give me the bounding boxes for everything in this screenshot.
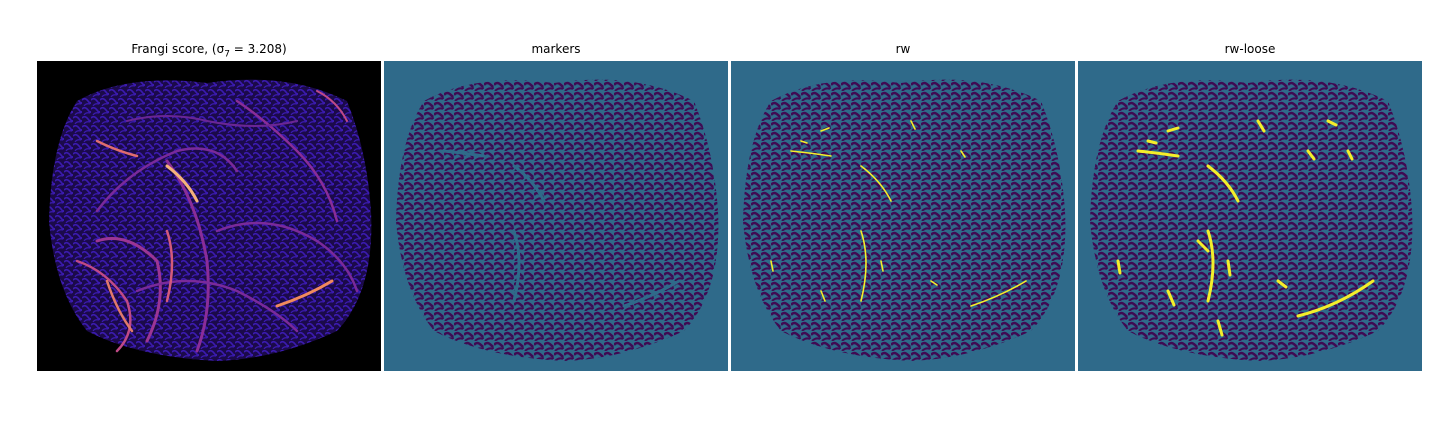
frangi-score-image bbox=[37, 61, 381, 371]
markers-image bbox=[384, 61, 728, 371]
panel-title-rw: rw bbox=[895, 42, 911, 56]
panel-title-markers: markers bbox=[531, 42, 581, 56]
panel-title-frangi: Frangi score, (σ7 = 3.208) bbox=[131, 42, 287, 60]
rw-segmentation-image bbox=[731, 61, 1075, 371]
panel-title-rw-loose: rw-loose bbox=[1224, 42, 1276, 56]
rw-loose-segmentation-image bbox=[1078, 61, 1422, 371]
